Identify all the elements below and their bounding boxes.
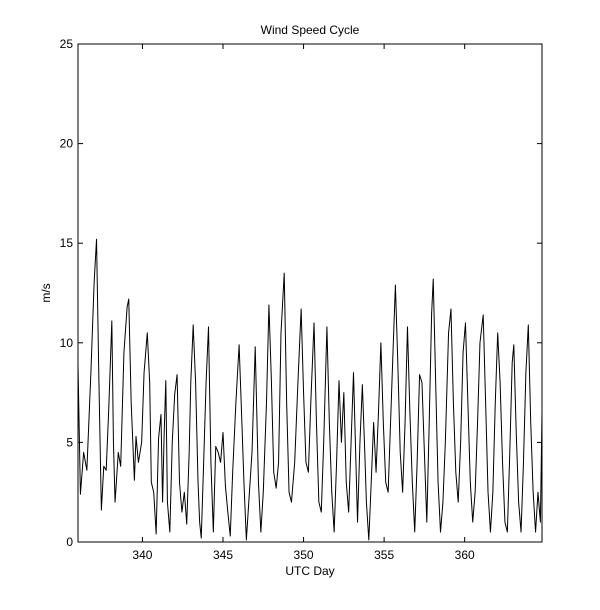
y-tick-label: 15 [60, 236, 74, 250]
x-tick-label: 340 [132, 548, 152, 562]
y-tick-label: 5 [66, 435, 73, 449]
y-tick-label: 25 [60, 37, 74, 51]
x-tick-label: 360 [455, 548, 475, 562]
plot-area [77, 43, 543, 543]
y-axis-ticks: 0 5 10 15 20 25 [60, 37, 542, 549]
y-tick-label: 0 [66, 535, 73, 549]
chart-title: Wind Speed Cycle [261, 23, 360, 37]
x-axis-label: UTC Day [285, 564, 334, 578]
x-tick-label: 345 [213, 548, 233, 562]
y-tick-label: 20 [60, 137, 74, 151]
wind-speed-series-line [77, 238, 543, 541]
y-tick-label: 10 [60, 336, 74, 350]
x-tick-label: 355 [374, 548, 394, 562]
y-axis-label: m/s [39, 283, 53, 302]
x-axis-ticks: 340 345 350 355 360 [132, 44, 475, 562]
x-tick-label: 350 [294, 548, 314, 562]
